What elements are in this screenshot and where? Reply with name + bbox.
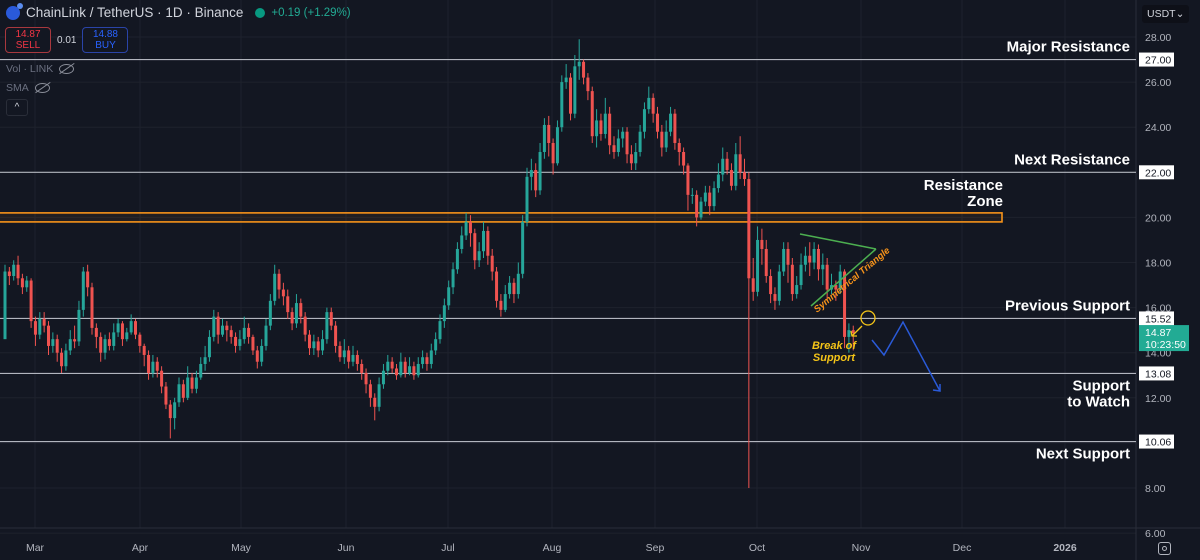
time-tick: Dec <box>953 542 972 554</box>
time-tick: Sep <box>646 542 665 554</box>
break-arrow <box>851 325 863 337</box>
chevron-down-icon: ⌄ <box>1175 8 1185 20</box>
horizontal-levels: Major Resistance Next Resistance Previous … <box>0 39 1136 463</box>
break-label: Break of <box>812 340 857 352</box>
level-price-tag-text: 22.00 <box>1145 167 1171 179</box>
level-price-tag <box>1139 366 1174 381</box>
time-tick: Nov <box>852 542 871 554</box>
price-tick: 8.00 <box>1145 483 1166 495</box>
break-arrowhead <box>850 330 857 337</box>
price-tick: 28.00 <box>1145 32 1171 44</box>
level-label: Support <box>1073 377 1131 394</box>
triangle-lower-line <box>810 248 877 307</box>
last-price-value: 14.87 <box>1145 327 1171 339</box>
resistance-zone-box <box>0 212 1003 223</box>
level-label: to Watch <box>1067 393 1130 410</box>
level-label: Major Resistance <box>1007 39 1130 56</box>
level-price-tag <box>1139 311 1174 326</box>
indicator-sma-label: SMA <box>6 82 29 94</box>
collapse-legend-button[interactable]: ^ <box>6 99 28 116</box>
level-label: Previous Support <box>1005 297 1130 314</box>
price-tick: 18.00 <box>1145 258 1171 270</box>
currency-label: USDT <box>1147 8 1176 20</box>
price-tick: 6.00 <box>1145 528 1166 540</box>
price-tick: 26.00 <box>1145 77 1171 89</box>
level-label: Next Support <box>1036 446 1130 463</box>
chainlink-logo-icon <box>6 2 23 20</box>
indicator-volume[interactable]: Vol · LINK <box>6 63 75 75</box>
price-tick: 12.00 <box>1145 393 1171 405</box>
buy-price: 14.88 <box>92 29 118 40</box>
projection-path <box>871 320 941 392</box>
time-tick: Jul <box>441 542 454 554</box>
time-tick: Mar <box>26 542 45 554</box>
price-axis[interactable]: 28.0026.0024.0022.0020.0018.0016.0014.00… <box>1139 32 1189 540</box>
price-tick: 20.00 <box>1145 212 1171 224</box>
sell-price: 14.87 <box>15 29 41 40</box>
sell-button[interactable]: 14.87 SELL <box>5 27 51 53</box>
trade-buttons: 14.87 SELL 0.01 14.88 BUY <box>5 27 129 53</box>
price-tick: 24.00 <box>1145 122 1171 134</box>
eye-hidden-icon[interactable] <box>34 83 50 93</box>
time-tick: 2026 <box>1053 542 1077 554</box>
candlestick-series <box>3 39 855 488</box>
level-price-tag-text: 13.08 <box>1145 368 1171 380</box>
last-price-tag <box>1139 325 1189 352</box>
eye-hidden-icon[interactable] <box>59 64 75 74</box>
triangle-upper-line <box>799 233 877 250</box>
zone-label: Zone <box>967 193 1003 210</box>
time-tick: May <box>231 542 252 554</box>
indicator-volume-label: Vol · LINK <box>6 63 54 75</box>
indicator-sma[interactable]: SMA <box>6 82 50 94</box>
projection-arrowhead <box>932 384 941 392</box>
level-price-tag-text: 27.00 <box>1145 55 1171 67</box>
level-price-tag <box>1139 434 1174 449</box>
level-price-tag <box>1139 165 1174 180</box>
level-price-tag-text: 15.52 <box>1145 313 1171 325</box>
level-price-tag <box>1139 52 1174 67</box>
time-tick: Jun <box>338 542 355 554</box>
buy-label: BUY <box>95 40 116 51</box>
level-label: Next Resistance <box>1014 151 1130 168</box>
candle-countdown: 10:23:50 <box>1145 339 1186 351</box>
time-tick: Oct <box>749 542 765 554</box>
time-axis[interactable]: Mar Apr May Jun Jul Aug Sep Oct Nov Dec 2026 <box>26 542 1077 554</box>
zone-label: Resistance <box>924 177 1003 194</box>
symbol-header: ChainLink / TetherUS · 1D · Binance +0.1… <box>6 2 351 20</box>
triangle-label: Symmetrical Triangle <box>812 245 893 316</box>
break-label: Support <box>813 352 856 364</box>
price-change: +0.19 (+1.29%) <box>271 6 351 19</box>
break-circle <box>860 310 876 326</box>
spread-value: 0.01 <box>57 34 77 46</box>
sell-label: SELL <box>15 40 41 51</box>
level-price-tag-text: 10.06 <box>1145 437 1171 449</box>
currency-selector[interactable]: USDT ⌄ <box>1142 5 1189 23</box>
market-status-dot-icon <box>255 7 266 18</box>
settings-gear-icon[interactable] <box>1158 542 1171 555</box>
time-tick: Aug <box>543 542 562 554</box>
time-tick: Apr <box>132 542 149 554</box>
symbol-title[interactable]: ChainLink / TetherUS · 1D · Binance <box>26 5 244 20</box>
buy-button[interactable]: 14.88 BUY <box>82 27 129 53</box>
